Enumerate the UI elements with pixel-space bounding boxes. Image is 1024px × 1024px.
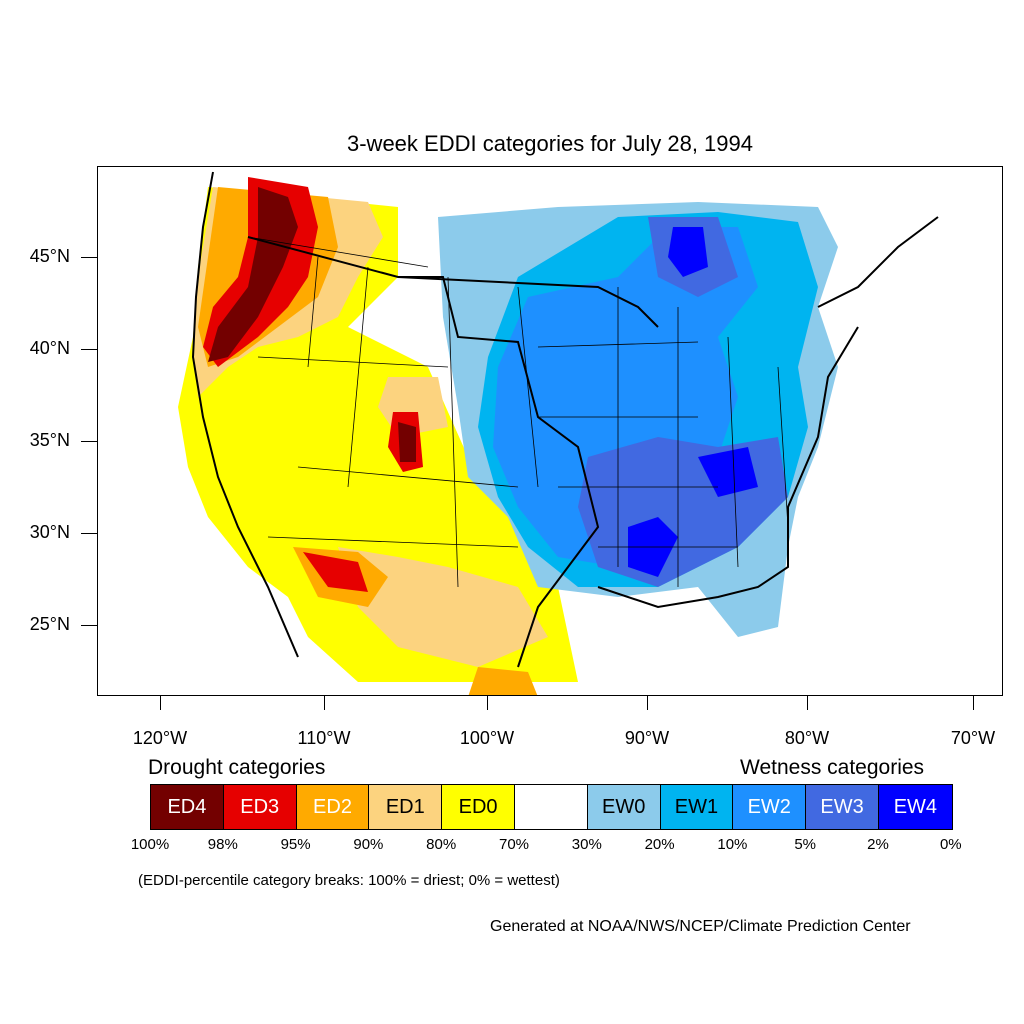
lon-tick [160,696,161,710]
percent-break-label: 98% [207,836,238,853]
lon-tick [807,696,808,710]
map-title: 3-week EDDI categories for July 28, 1994 [347,131,753,156]
region-ed1 [338,547,548,667]
category-note: (EDDI-percentile category breaks: 100% =… [138,872,560,889]
legend-box-ed3: ED3 [223,785,297,829]
legend-box-ew4: EW4 [878,785,952,829]
region-ed4 [398,422,416,462]
drought-heading: Drought categories [148,756,326,779]
lat-label-30: 30°N [29,522,70,542]
percent-break-label: 0% [939,836,962,853]
state-borders [247,236,789,588]
legend-box-ed0: ED0 [442,785,515,829]
legend-box-ed2: ED2 [296,785,370,829]
lat-tick [81,257,97,258]
lon-tick [973,696,974,710]
lon-label-120w: 120°W [132,728,188,748]
legend-box-ew2: EW2 [733,785,807,829]
region-ed3 [303,552,368,592]
eddi-map [178,171,939,695]
lon-label-70w: 70°W [950,728,996,748]
coastline [191,171,939,668]
lon-label-80w: 80°W [784,728,830,748]
percent-break-label: 10% [717,836,748,853]
legend-box-neutral [514,785,588,829]
lon-tick [324,696,325,710]
legend-box-ed4: ED4 [151,785,224,829]
lat-tick [81,533,97,534]
lon-label-100w: 100°W [459,728,515,748]
lat-label-40: 40°N [29,338,70,358]
lat-label-25: 25°N [29,614,70,634]
region-ew4 [668,227,708,277]
credit-text: Generated at NOAA/NWS/NCEP/Climate Predi… [490,918,911,935]
lon-label-110w: 110°W [297,728,351,748]
region-ew4 [698,447,758,497]
percent-break-label: 100% [130,836,170,853]
percent-break-label: 95% [280,836,311,853]
wetness-heading: Wetness categories [740,756,925,779]
legend-box-ed1: ED1 [369,785,443,829]
lat-label-45: 45°N [29,246,70,266]
lat-label-35: 35°N [29,430,70,450]
legend-box-ew3: EW3 [806,785,879,829]
legend-colorbar: ED4 ED3 ED2 ED1 ED0 EW0 EW1 EW2 EW3 EW4 [150,784,953,830]
lon-tick [647,696,648,710]
percent-break-label: 20% [644,836,675,853]
lat-tick [81,349,97,350]
legend-box-ew0: EW0 [587,785,661,829]
percent-break-label: 80% [426,836,457,853]
lon-tick [487,696,488,710]
percent-break-label: 90% [353,836,384,853]
region-ed4 [208,187,298,362]
lon-label-90w: 90°W [624,728,670,748]
percent-break-label: 70% [498,836,530,853]
lat-tick [81,625,97,626]
map-panel [97,166,1003,696]
legend-box-ew1: EW1 [660,785,734,829]
region-ed2 [468,667,538,695]
percent-break-label: 5% [794,836,817,853]
lat-tick [81,441,97,442]
percent-break-label: 2% [867,836,889,853]
percent-break-label: 30% [571,836,602,853]
